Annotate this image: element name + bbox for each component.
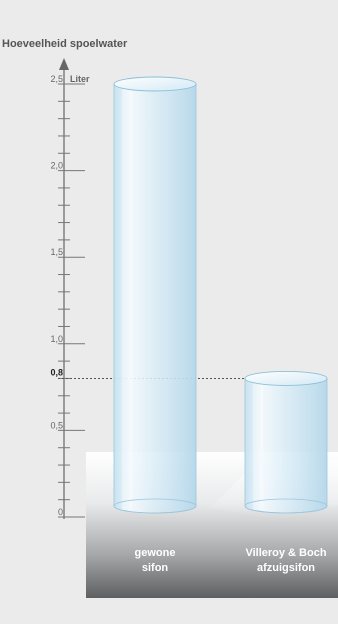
- y-tick-label: 1,5: [50, 247, 63, 257]
- y-axis-unit-label: Liter: [70, 74, 90, 84]
- y-tick-label: 1,0: [50, 334, 63, 344]
- bar-cylinder-2: [244, 370, 328, 514]
- bar-top: [113, 76, 197, 92]
- category-label-1-line2: sifon: [142, 562, 169, 574]
- bar-base: [113, 498, 197, 514]
- chart-title: Hoeveelheid spoelwater: [2, 38, 128, 50]
- y-tick-label: 2,0: [50, 161, 63, 171]
- category-label-2-line1: Villeroy & Boch: [245, 547, 326, 559]
- bar-base: [244, 498, 328, 514]
- y-axis-arrow-icon: [59, 58, 69, 70]
- y-tick-label: 0,5: [50, 420, 63, 430]
- bar-highlight: [253, 382, 263, 510]
- bars: [113, 76, 328, 514]
- category-label-1-line1: gewone: [135, 547, 176, 559]
- y-axis: 0 0,5 1,0 1,5 2,0 2,5 0,8: [50, 58, 288, 519]
- y-tick-label: 2,5: [50, 74, 63, 84]
- bar-highlight: [122, 88, 132, 510]
- bar-cylinder-1: [113, 76, 197, 514]
- bar-top: [244, 370, 328, 386]
- category-label-2-line2: afzuigsifon: [257, 562, 315, 574]
- reference-value-label: 0,8: [50, 367, 63, 377]
- y-tick-label: 0: [58, 507, 63, 517]
